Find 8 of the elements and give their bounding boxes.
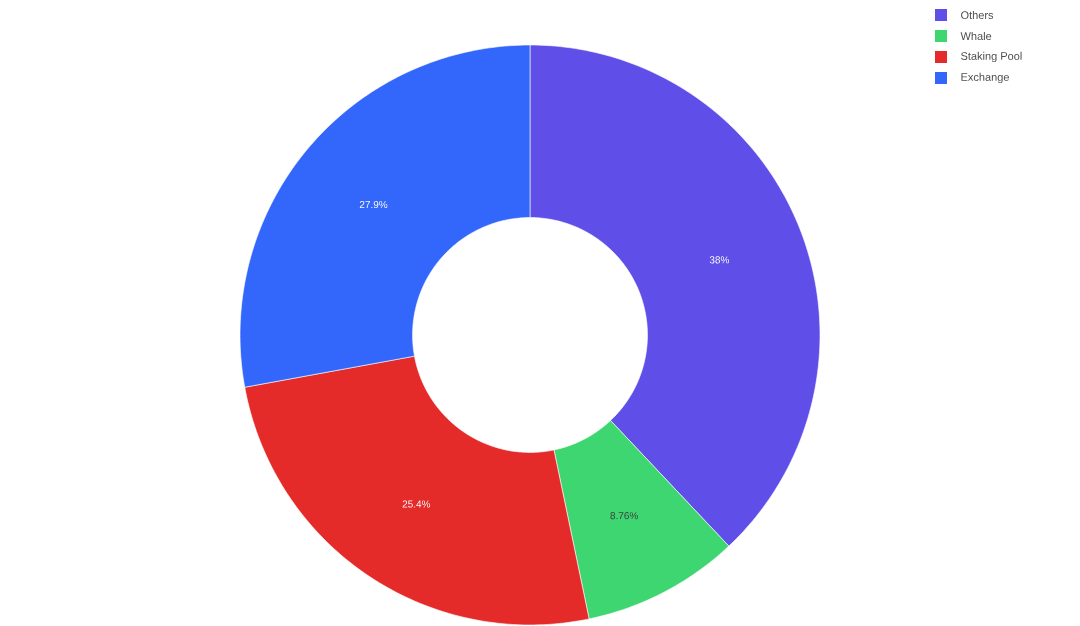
legend-label: Whale xyxy=(960,31,992,41)
legend-label: Others xyxy=(961,10,994,20)
legend-label: Staking Pool xyxy=(961,51,1022,63)
data-label: 38% xyxy=(709,256,730,264)
data-label: 25.4% xyxy=(402,500,431,508)
data-label: 8.76% xyxy=(610,512,638,520)
legend-label: Exchange xyxy=(961,72,1009,84)
data-label: 27.9% xyxy=(359,201,388,209)
